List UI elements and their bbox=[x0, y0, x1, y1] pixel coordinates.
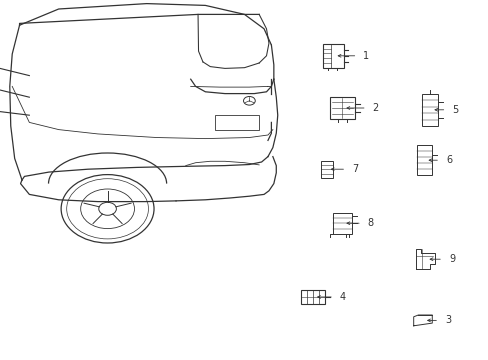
Text: 5: 5 bbox=[451, 105, 458, 115]
Text: 2: 2 bbox=[372, 103, 378, 113]
Text: 6: 6 bbox=[445, 155, 451, 165]
Text: 3: 3 bbox=[444, 315, 450, 325]
Text: 1: 1 bbox=[363, 51, 369, 61]
Text: 8: 8 bbox=[367, 218, 373, 228]
Text: 9: 9 bbox=[448, 254, 454, 264]
Text: 7: 7 bbox=[351, 164, 358, 174]
Text: 4: 4 bbox=[339, 292, 346, 302]
